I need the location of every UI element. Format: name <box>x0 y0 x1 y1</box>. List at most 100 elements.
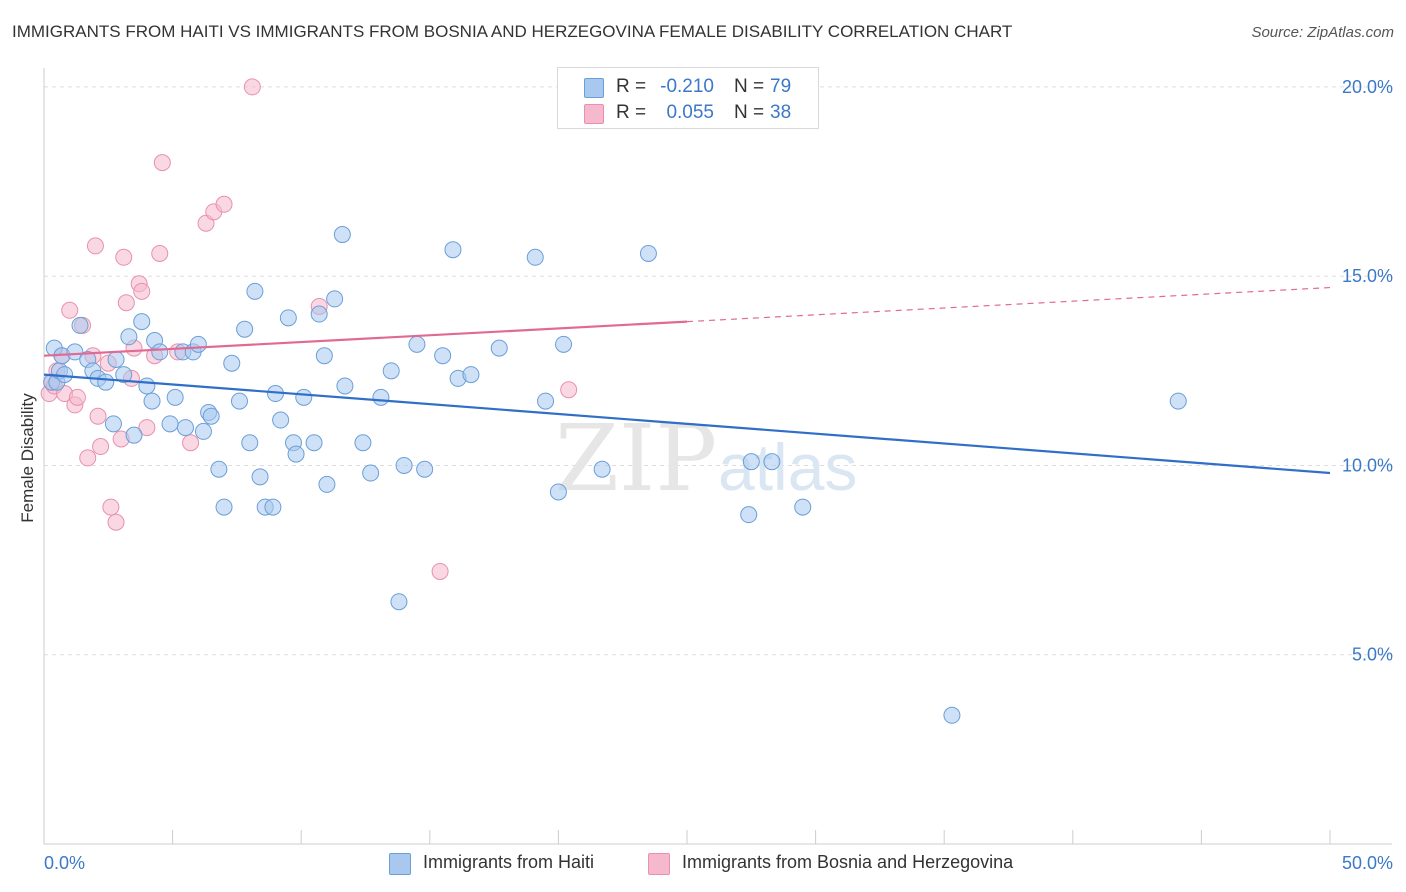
haiti-point <box>742 453 760 471</box>
haiti-point <box>763 453 781 471</box>
bosnia-point <box>107 513 125 531</box>
axes <box>43 68 1392 845</box>
haiti-point <box>395 456 413 474</box>
legend-r-label: R = <box>616 102 647 123</box>
chart-title: IMMIGRANTS FROM HAITI VS IMMIGRANTS FROM… <box>12 22 1013 41</box>
legend-swatch-bosnia <box>584 104 604 124</box>
bosnia-point <box>182 434 200 452</box>
haiti-point <box>336 377 354 395</box>
bosnia-point <box>117 294 135 312</box>
bosnia-point <box>61 301 79 319</box>
bosnia-point <box>138 419 156 437</box>
haiti-point <box>115 366 133 384</box>
bosnia-point <box>68 388 86 406</box>
haiti-point <box>333 226 351 244</box>
legend-n-label: N = <box>734 76 765 97</box>
haiti-points <box>43 108 1187 724</box>
haiti-point <box>794 498 812 516</box>
haiti-point <box>434 347 452 365</box>
bottom-legend-label-haiti: Immigrants from Haiti <box>423 852 595 872</box>
haiti-point <box>326 290 344 308</box>
bosnia-trend-line <box>43 320 688 357</box>
bosnia-trend-line-extension <box>686 286 1331 323</box>
bottom-legend-label-bosnia: Immigrants from Bosnia and Herzegovina <box>682 852 1014 872</box>
x-tick-label: 50.0% <box>1342 853 1393 873</box>
y-tick-label: 5.0% <box>1352 645 1393 665</box>
haiti-point <box>354 434 372 452</box>
haiti-point <box>241 434 259 452</box>
haiti-point <box>194 422 212 440</box>
bottom-legend-swatch-bosnia <box>648 853 670 875</box>
haiti-point <box>236 320 254 338</box>
haiti-point <box>549 483 567 501</box>
haiti-point <box>71 316 89 334</box>
haiti-point <box>215 498 233 516</box>
haiti-point <box>107 350 125 368</box>
y-axis-title: Female Disability <box>18 393 37 523</box>
haiti-point <box>143 392 161 410</box>
y-tick-label: 10.0% <box>1342 455 1393 475</box>
legend-n-value: 79 <box>770 76 792 97</box>
legend-n-label: N = <box>734 102 765 123</box>
haiti-point <box>104 415 122 433</box>
haiti-point <box>56 366 74 384</box>
haiti-point <box>462 366 480 384</box>
source-label: Source: ZipAtlas.com <box>1251 24 1394 41</box>
haiti-point <box>310 305 328 323</box>
haiti-point <box>416 460 434 478</box>
bosnia-point <box>153 154 171 172</box>
haiti-point <box>202 407 220 425</box>
bosnia-point <box>92 438 110 456</box>
bosnia-point <box>79 449 97 467</box>
bosnia-points <box>40 78 578 580</box>
haiti-point <box>372 388 390 406</box>
haiti-point <box>1169 392 1187 410</box>
haiti-point <box>315 347 333 365</box>
watermark-atlas: atlas <box>718 430 857 504</box>
bosnia-point <box>215 195 233 213</box>
legend-r-value: -0.210 <box>660 76 714 97</box>
haiti-point <box>639 244 657 262</box>
watermark-zip: ZIP <box>555 405 717 512</box>
haiti-point <box>133 313 151 331</box>
bosnia-point <box>151 244 169 262</box>
bosnia-point <box>86 237 104 255</box>
bosnia-point <box>431 562 449 580</box>
bosnia-point <box>89 407 107 425</box>
haiti-point <box>120 328 138 346</box>
gridlines <box>44 86 1392 656</box>
haiti-point <box>189 335 207 353</box>
haiti-point <box>66 343 84 361</box>
y-tick-label: 15.0% <box>1342 266 1393 286</box>
haiti-point <box>490 339 508 357</box>
haiti-point <box>97 373 115 391</box>
bosnia-point <box>133 282 151 300</box>
bosnia-point <box>102 498 120 516</box>
trend-lines <box>43 286 1331 475</box>
haiti-point <box>305 434 323 452</box>
haiti-point <box>210 460 228 478</box>
haiti-point <box>555 335 573 353</box>
bosnia-point <box>115 248 133 266</box>
y-tick-label: 20.0% <box>1342 77 1393 97</box>
haiti-point <box>943 706 961 724</box>
haiti-point <box>246 282 264 300</box>
legend-r-value: 0.055 <box>666 102 714 123</box>
haiti-point <box>362 464 380 482</box>
haiti-point <box>264 498 282 516</box>
watermark: ZIP atlas <box>555 405 857 512</box>
haiti-point <box>251 468 269 486</box>
haiti-point <box>382 362 400 380</box>
haiti-point <box>230 392 248 410</box>
legend-n-value: 38 <box>770 102 792 123</box>
haiti-point <box>223 354 241 372</box>
haiti-point <box>318 475 336 493</box>
haiti-point <box>125 426 143 444</box>
haiti-point <box>138 377 156 395</box>
haiti-trend-line <box>43 373 1331 475</box>
x-tick-label: 0.0% <box>44 853 85 873</box>
bottom-legend-swatch-haiti <box>389 853 411 875</box>
bosnia-point <box>560 381 578 399</box>
haiti-point <box>279 309 297 327</box>
